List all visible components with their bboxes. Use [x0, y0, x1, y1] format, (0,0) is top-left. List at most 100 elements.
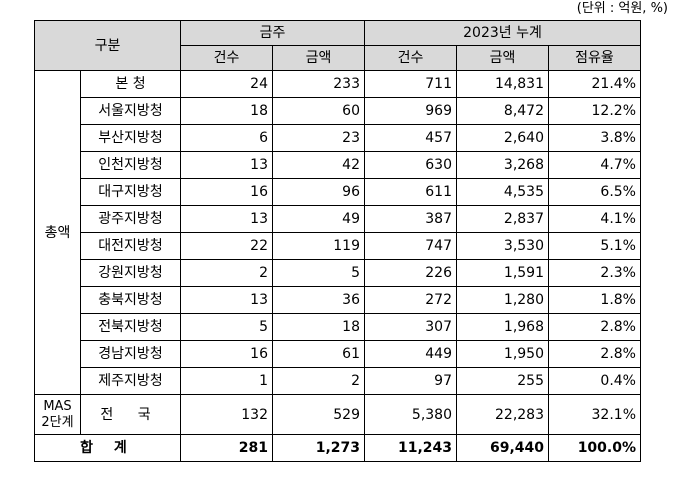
table-row: 제주지방청 1 2 97 255 0.4% — [35, 367, 641, 395]
week-amount: 2 — [272, 367, 365, 395]
week-count: 16 — [180, 340, 273, 368]
table-row: 광주지방청 13 49 387 2,837 4.1% — [35, 205, 641, 233]
mas-label: MAS 2단계 — [34, 394, 81, 435]
office-name: 강원지방청 — [80, 259, 181, 287]
office-name: 서울지방청 — [80, 97, 181, 125]
table-row: 충북지방청 13 36 272 1,280 1.8% — [35, 286, 641, 314]
week-amount: 18 — [272, 313, 365, 341]
mas-row: MAS 2단계 전 국 132 529 5,380 22,283 32.1% — [34, 394, 641, 435]
total-row: 합 계 281 1,273 11,243 69,440 100.0% — [34, 434, 641, 462]
cum-amount: 1,950 — [456, 340, 549, 368]
week-count: 13 — [180, 205, 273, 233]
share: 6.5% — [548, 178, 641, 206]
week-count: 24 — [180, 70, 273, 98]
cum-count: 387 — [364, 205, 457, 233]
table-row: 인천지방청 13 42 630 3,268 4.7% — [35, 151, 641, 179]
group-total-label: 총액 — [34, 70, 81, 395]
total-cum-count: 11,243 — [364, 434, 457, 462]
total-cum-amount: 69,440 — [456, 434, 549, 462]
week-amount: 119 — [272, 232, 365, 260]
total-week-count: 281 — [180, 434, 273, 462]
share: 2.3% — [548, 259, 641, 287]
cum-count: 747 — [364, 232, 457, 260]
procurement-table: 구분 금주 2023년 누계 건수 금액 건수 금액 점유율 총액 본 청 24… — [34, 20, 641, 462]
cum-amount: 3,268 — [456, 151, 549, 179]
week-count: 1 — [180, 367, 273, 395]
unit-note: (단위 : 억원, %) — [576, 1, 668, 16]
office-name: 제주지방청 — [80, 367, 181, 395]
week-amount: 233 — [272, 70, 365, 98]
share: 4.7% — [548, 151, 641, 179]
table-row: 강원지방청 2 5 226 1,591 2.3% — [35, 259, 641, 287]
header-row-1: 구분 금주 2023년 누계 — [34, 20, 641, 71]
week-count: 6 — [180, 124, 273, 152]
office-name: 충북지방청 — [80, 286, 181, 314]
header-this-week: 금주 — [180, 20, 365, 46]
table-row: 대전지방청 22 119 747 3,530 5.1% — [35, 232, 641, 260]
week-count: 13 — [180, 286, 273, 314]
mas-label-line1: MAS — [43, 398, 72, 414]
total-share: 100.0% — [548, 434, 641, 462]
week-count: 13 — [180, 151, 273, 179]
share: 32.1% — [548, 394, 641, 435]
share: 12.2% — [548, 97, 641, 125]
cum-count: 272 — [364, 286, 457, 314]
header-category: 구분 — [34, 20, 181, 71]
week-amount: 5 — [272, 259, 365, 287]
header-week-amount: 금액 — [272, 45, 365, 71]
week-count: 22 — [180, 232, 273, 260]
cum-count: 630 — [364, 151, 457, 179]
office-name: 전북지방청 — [80, 313, 181, 341]
cum-count: 449 — [364, 340, 457, 368]
week-count: 132 — [180, 394, 273, 435]
table-row: 부산지방청 6 23 457 2,640 3.8% — [35, 124, 641, 152]
office-name: 전 국 — [80, 394, 181, 435]
share: 3.8% — [548, 124, 641, 152]
cum-amount: 22,283 — [456, 394, 549, 435]
header-cum-amount: 금액 — [456, 45, 549, 71]
cum-amount: 1,280 — [456, 286, 549, 314]
header-cum-count: 건수 — [364, 45, 457, 71]
week-amount: 529 — [272, 394, 365, 435]
week-count: 16 — [180, 178, 273, 206]
cum-amount: 2,640 — [456, 124, 549, 152]
share: 1.8% — [548, 286, 641, 314]
total-label: 합 계 — [34, 434, 181, 462]
cum-count: 5,380 — [364, 394, 457, 435]
week-amount: 23 — [272, 124, 365, 152]
table-row: 전북지방청 5 18 307 1,968 2.8% — [35, 313, 641, 341]
office-name: 경남지방청 — [80, 340, 181, 368]
week-amount: 36 — [272, 286, 365, 314]
cum-count: 226 — [364, 259, 457, 287]
office-name: 본 청 — [80, 70, 181, 98]
share: 2.8% — [548, 313, 641, 341]
header-cumulative: 2023년 누계 — [364, 20, 641, 46]
share: 0.4% — [548, 367, 641, 395]
cum-amount: 4,535 — [456, 178, 549, 206]
week-amount: 49 — [272, 205, 365, 233]
cum-amount: 8,472 — [456, 97, 549, 125]
cum-count: 711 — [364, 70, 457, 98]
cum-count: 97 — [364, 367, 457, 395]
office-name: 부산지방청 — [80, 124, 181, 152]
table-row: 경남지방청 16 61 449 1,950 2.8% — [35, 340, 641, 368]
cum-amount: 14,831 — [456, 70, 549, 98]
cum-count: 611 — [364, 178, 457, 206]
office-name: 인천지방청 — [80, 151, 181, 179]
cum-count: 307 — [364, 313, 457, 341]
office-name: 광주지방청 — [80, 205, 181, 233]
cum-amount: 3,530 — [456, 232, 549, 260]
header-week-count: 건수 — [180, 45, 273, 71]
cum-count: 969 — [364, 97, 457, 125]
table-row: 총액 본 청 24 233 711 14,831 21.4% — [34, 70, 641, 395]
week-count: 18 — [180, 97, 273, 125]
week-amount: 42 — [272, 151, 365, 179]
header-row-2: 건수 금액 건수 금액 점유율 — [35, 45, 641, 71]
share: 2.8% — [548, 340, 641, 368]
office-name: 대전지방청 — [80, 232, 181, 260]
mas-label-line2: 2단계 — [41, 414, 74, 430]
week-count: 5 — [180, 313, 273, 341]
cum-amount: 2,837 — [456, 205, 549, 233]
total-week-amount: 1,273 — [272, 434, 365, 462]
week-count: 2 — [180, 259, 273, 287]
